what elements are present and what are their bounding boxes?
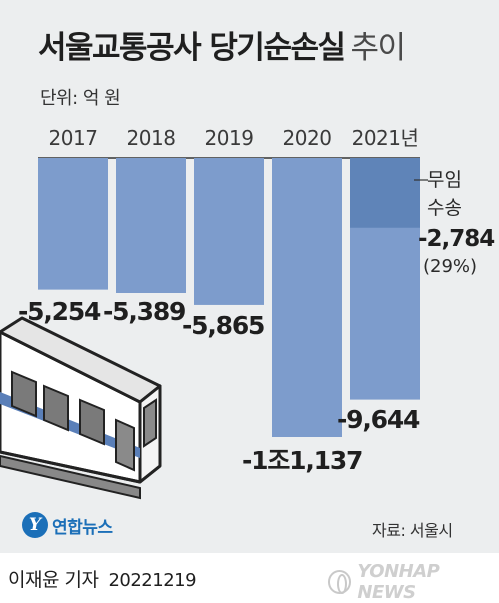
value-label: -5,254	[18, 297, 101, 326]
category-label: 2020	[283, 126, 332, 150]
bar	[194, 158, 264, 305]
title-suffix: 추이	[350, 30, 407, 66]
chart-title: 서울교통공사 당기순손실 추이	[38, 22, 407, 67]
bar	[116, 158, 186, 294]
author: 이재윤 기자	[8, 569, 99, 591]
category-label: 2019	[205, 126, 254, 150]
category-label: 2017	[49, 126, 98, 150]
annotation-label-line2: 수송	[427, 197, 462, 219]
value-label: -5,389	[103, 297, 185, 326]
byline: 이재윤 기자 20221219	[8, 565, 197, 592]
title-main: 서울교통공사 당기순손실	[38, 30, 346, 66]
yonhap-logo: Y 연합뉴스	[22, 512, 113, 538]
value-label: -9,644	[337, 405, 420, 434]
annotation-label-line1: 무임	[427, 169, 462, 191]
source-label: 자료: 서울시	[372, 521, 453, 540]
value-label: -1조1,137	[242, 446, 362, 475]
subway-train-illustration	[0, 316, 162, 500]
bar-chart: 2017 -5,254 2018 -5,389 2019 -5,865 2020 -1조1,1…	[0, 126, 495, 500]
category-label: 2018	[127, 126, 176, 150]
unit-label: 단위: 억 원	[40, 88, 121, 109]
annotation-share: (29%)	[423, 256, 477, 277]
bar	[38, 158, 108, 290]
annotation-value: -2,784	[418, 226, 494, 252]
yonhap-logo-icon: Y	[22, 512, 48, 538]
yonhap-logo-text: 연합뉴스	[52, 517, 113, 538]
bar-segment-free-ride	[350, 158, 420, 228]
bar	[272, 158, 342, 437]
globe-icon	[328, 570, 352, 594]
footer: 이재윤 기자 20221219 YONHAP NEWS	[0, 553, 499, 603]
bars-group	[38, 157, 420, 437]
labels-group: 2017 -5,254 2018 -5,389 2019 -5,865 2020 -1조1,1…	[18, 126, 495, 475]
category-label: 2021년	[352, 126, 419, 150]
value-label: -5,865	[182, 311, 264, 340]
publish-date: 20221219	[108, 570, 197, 591]
